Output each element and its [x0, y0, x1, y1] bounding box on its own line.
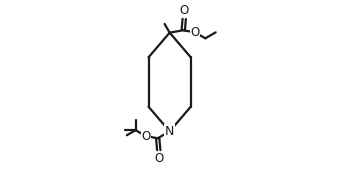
Text: O: O: [154, 152, 164, 165]
Text: O: O: [179, 4, 189, 17]
Text: O: O: [190, 26, 200, 39]
Text: O: O: [141, 130, 150, 143]
Text: N: N: [165, 125, 174, 138]
